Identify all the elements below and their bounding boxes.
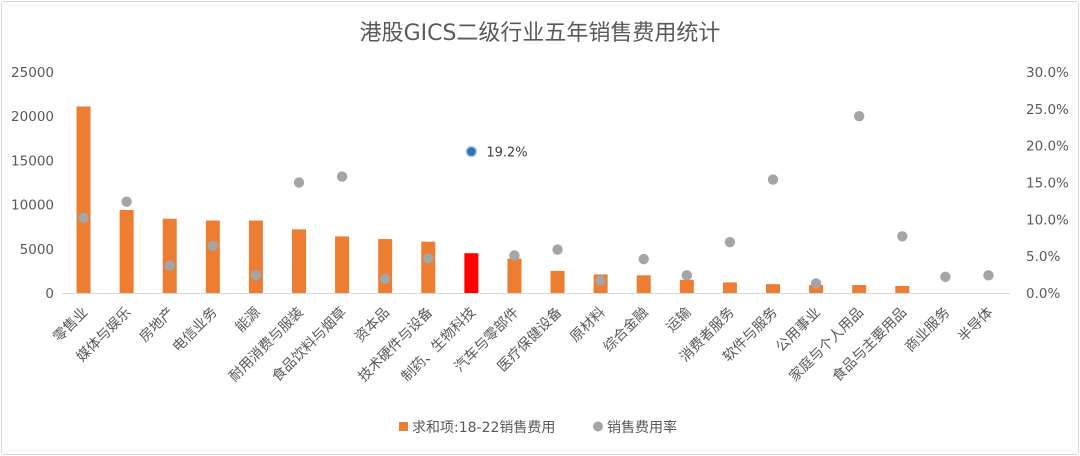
legend-bar-label: 求和项:18-22销售费用 bbox=[412, 420, 555, 436]
category-label: 综合金融 bbox=[601, 305, 652, 356]
rate-point-医疗保健设备 bbox=[552, 244, 563, 255]
category-label: 半导体 bbox=[955, 305, 996, 346]
rate-point-消费者服务 bbox=[724, 236, 736, 248]
rate-point-原材料 bbox=[595, 275, 606, 286]
y-right-tick-label: 30.0% bbox=[1026, 65, 1069, 81]
category-label: 零售业 bbox=[50, 305, 91, 346]
y-left-tick-label: 0 bbox=[45, 286, 54, 302]
rate-point-耐用消费与服装 bbox=[293, 177, 305, 188]
y-right-tick-label: 15.0% bbox=[1026, 176, 1069, 192]
annotation: 19.2% bbox=[486, 146, 527, 161]
rate-point-半导体 bbox=[983, 270, 994, 281]
bar-资本品 bbox=[378, 239, 393, 293]
legend-rate-label: 销售费用率 bbox=[607, 419, 677, 436]
legend: 求和项:18-22销售费用 销售费用率 bbox=[399, 419, 677, 436]
rate-point-食品与主要用品 bbox=[897, 231, 908, 242]
chart-title: 港股GICS二级行业五年销售费用统计 bbox=[360, 21, 721, 46]
rate-point-商业服务 bbox=[940, 271, 951, 282]
bar-医疗保健设备 bbox=[550, 270, 565, 293]
bar-汽车与零部件 bbox=[507, 258, 522, 293]
rate-point-软件与服务 bbox=[767, 174, 779, 185]
bar-技术硬件与设备 bbox=[421, 241, 436, 293]
rate-point-汽车与零部件 bbox=[509, 250, 520, 261]
bar-食品与主要用品 bbox=[895, 285, 910, 293]
category-label: 家庭与个人用品 bbox=[786, 304, 867, 385]
rate-point-能源 bbox=[250, 270, 262, 281]
bar-媒体与娱乐 bbox=[119, 209, 134, 293]
category-label: 房地产 bbox=[137, 305, 178, 346]
bar-电信业务 bbox=[205, 220, 220, 293]
bar-运输 bbox=[679, 279, 694, 293]
rate-annotation-label: 19.2% bbox=[486, 146, 527, 161]
rate-point-家庭与个人用品 bbox=[853, 111, 865, 122]
category-label: 制药、生物科技 bbox=[399, 305, 480, 386]
rate-point-综合金融 bbox=[638, 253, 649, 265]
rate-point-技术硬件与设备 bbox=[423, 253, 434, 264]
y-right-tick-label: 25.0% bbox=[1026, 102, 1069, 118]
y-left-tick-label: 15000 bbox=[11, 153, 54, 169]
y-right-tick-label: 5.0% bbox=[1026, 249, 1060, 265]
rate-point-零售业 bbox=[78, 212, 89, 224]
y-left-tick-label: 10000 bbox=[11, 198, 54, 214]
y-left-tick-label: 20000 bbox=[11, 109, 54, 125]
bar-家庭与个人用品 bbox=[852, 285, 867, 293]
bar-series bbox=[76, 106, 910, 293]
rate-series bbox=[78, 111, 994, 289]
rate-point-房地产 bbox=[164, 260, 175, 271]
category-label: 资本品 bbox=[352, 305, 393, 346]
bar-公用事业 bbox=[809, 285, 824, 293]
legend-rate-swatch bbox=[593, 421, 603, 432]
bar-零售业 bbox=[76, 106, 91, 293]
y-right-tick-label: 0.0% bbox=[1026, 286, 1060, 302]
category-label: 食品与主要用品 bbox=[829, 304, 910, 385]
bar-软件与服务 bbox=[766, 284, 780, 293]
category-label: 运输 bbox=[664, 305, 695, 336]
y-left-tick-label: 5000 bbox=[20, 242, 54, 258]
rate-point-食品饮料与烟草 bbox=[336, 171, 348, 182]
category-label: 原材料 bbox=[567, 305, 608, 346]
bar-制药、生物科技 bbox=[464, 253, 479, 293]
category-label: 食品饮料与烟草 bbox=[269, 304, 350, 385]
bar-能源 bbox=[248, 220, 263, 293]
category-label: 电信业务 bbox=[170, 305, 221, 356]
rate-point-媒体与娱乐 bbox=[121, 196, 132, 207]
rate-point-公用事业 bbox=[810, 278, 822, 289]
bar-耐用消费与服装 bbox=[292, 229, 306, 293]
rate-point-运输 bbox=[681, 270, 693, 281]
axes: 0 5000 10000 15000 20000 25000 0.0% 5.0% 10.0% 15… bbox=[11, 65, 1069, 302]
bar-食品饮料与烟草 bbox=[335, 236, 350, 293]
bar-综合金融 bbox=[636, 275, 651, 293]
category-label: 商业服务 bbox=[902, 305, 953, 356]
category-label: 能源 bbox=[233, 305, 264, 336]
category-label: 技术硬件与设备 bbox=[355, 304, 436, 385]
rate-point-制药、生物科技 bbox=[465, 145, 478, 158]
y-left-tick-label: 25000 bbox=[11, 65, 54, 81]
rate-point-资本品 bbox=[379, 273, 391, 285]
y-right-tick-label: 20.0% bbox=[1026, 139, 1069, 155]
category-label: 耐用消费与服装 bbox=[226, 305, 307, 386]
bar-消费者服务 bbox=[722, 282, 737, 293]
bar-房地产 bbox=[162, 218, 177, 293]
rate-point-电信业务 bbox=[207, 240, 219, 252]
y-right-tick-label: 10.0% bbox=[1026, 212, 1069, 228]
legend-bar-swatch bbox=[399, 422, 408, 431]
